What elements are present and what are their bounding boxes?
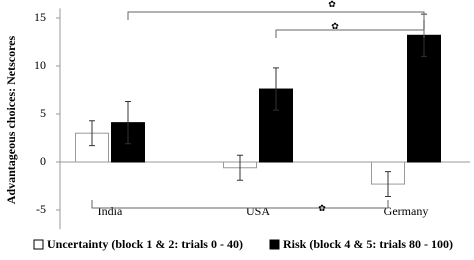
annotation: ✿ bbox=[328, 0, 336, 9]
y-tick-label: 0 bbox=[40, 154, 46, 168]
error-bar bbox=[385, 171, 391, 198]
x-tick-label: Germany bbox=[384, 204, 429, 218]
legend-label: Risk (block 4 & 5: trials 80 - 100) bbox=[283, 237, 453, 251]
legend-label: Uncertainty (block 1 & 2: trials 0 - 40) bbox=[47, 237, 243, 251]
bracket bbox=[275, 29, 425, 38]
bracket bbox=[91, 200, 389, 209]
x-tick-label: USA bbox=[246, 204, 270, 218]
y-axis-label: Advantageous choices: Netscores bbox=[4, 35, 18, 204]
x-tick-label: India bbox=[98, 204, 123, 218]
legend-swatch bbox=[33, 239, 44, 250]
legend-swatch bbox=[269, 239, 280, 250]
y-tick-label: -5 bbox=[36, 202, 46, 216]
error-bar bbox=[125, 101, 131, 145]
y-tick-label: 5 bbox=[40, 106, 46, 120]
y-tick-label: 15 bbox=[34, 10, 46, 24]
error-bar bbox=[273, 67, 279, 111]
y-tick-label: 10 bbox=[34, 58, 46, 72]
error-bar bbox=[89, 120, 95, 147]
bracket bbox=[127, 11, 425, 20]
annotation: ✿ bbox=[331, 21, 339, 31]
error-bar bbox=[237, 154, 243, 181]
annotation: ✿ bbox=[318, 203, 326, 213]
